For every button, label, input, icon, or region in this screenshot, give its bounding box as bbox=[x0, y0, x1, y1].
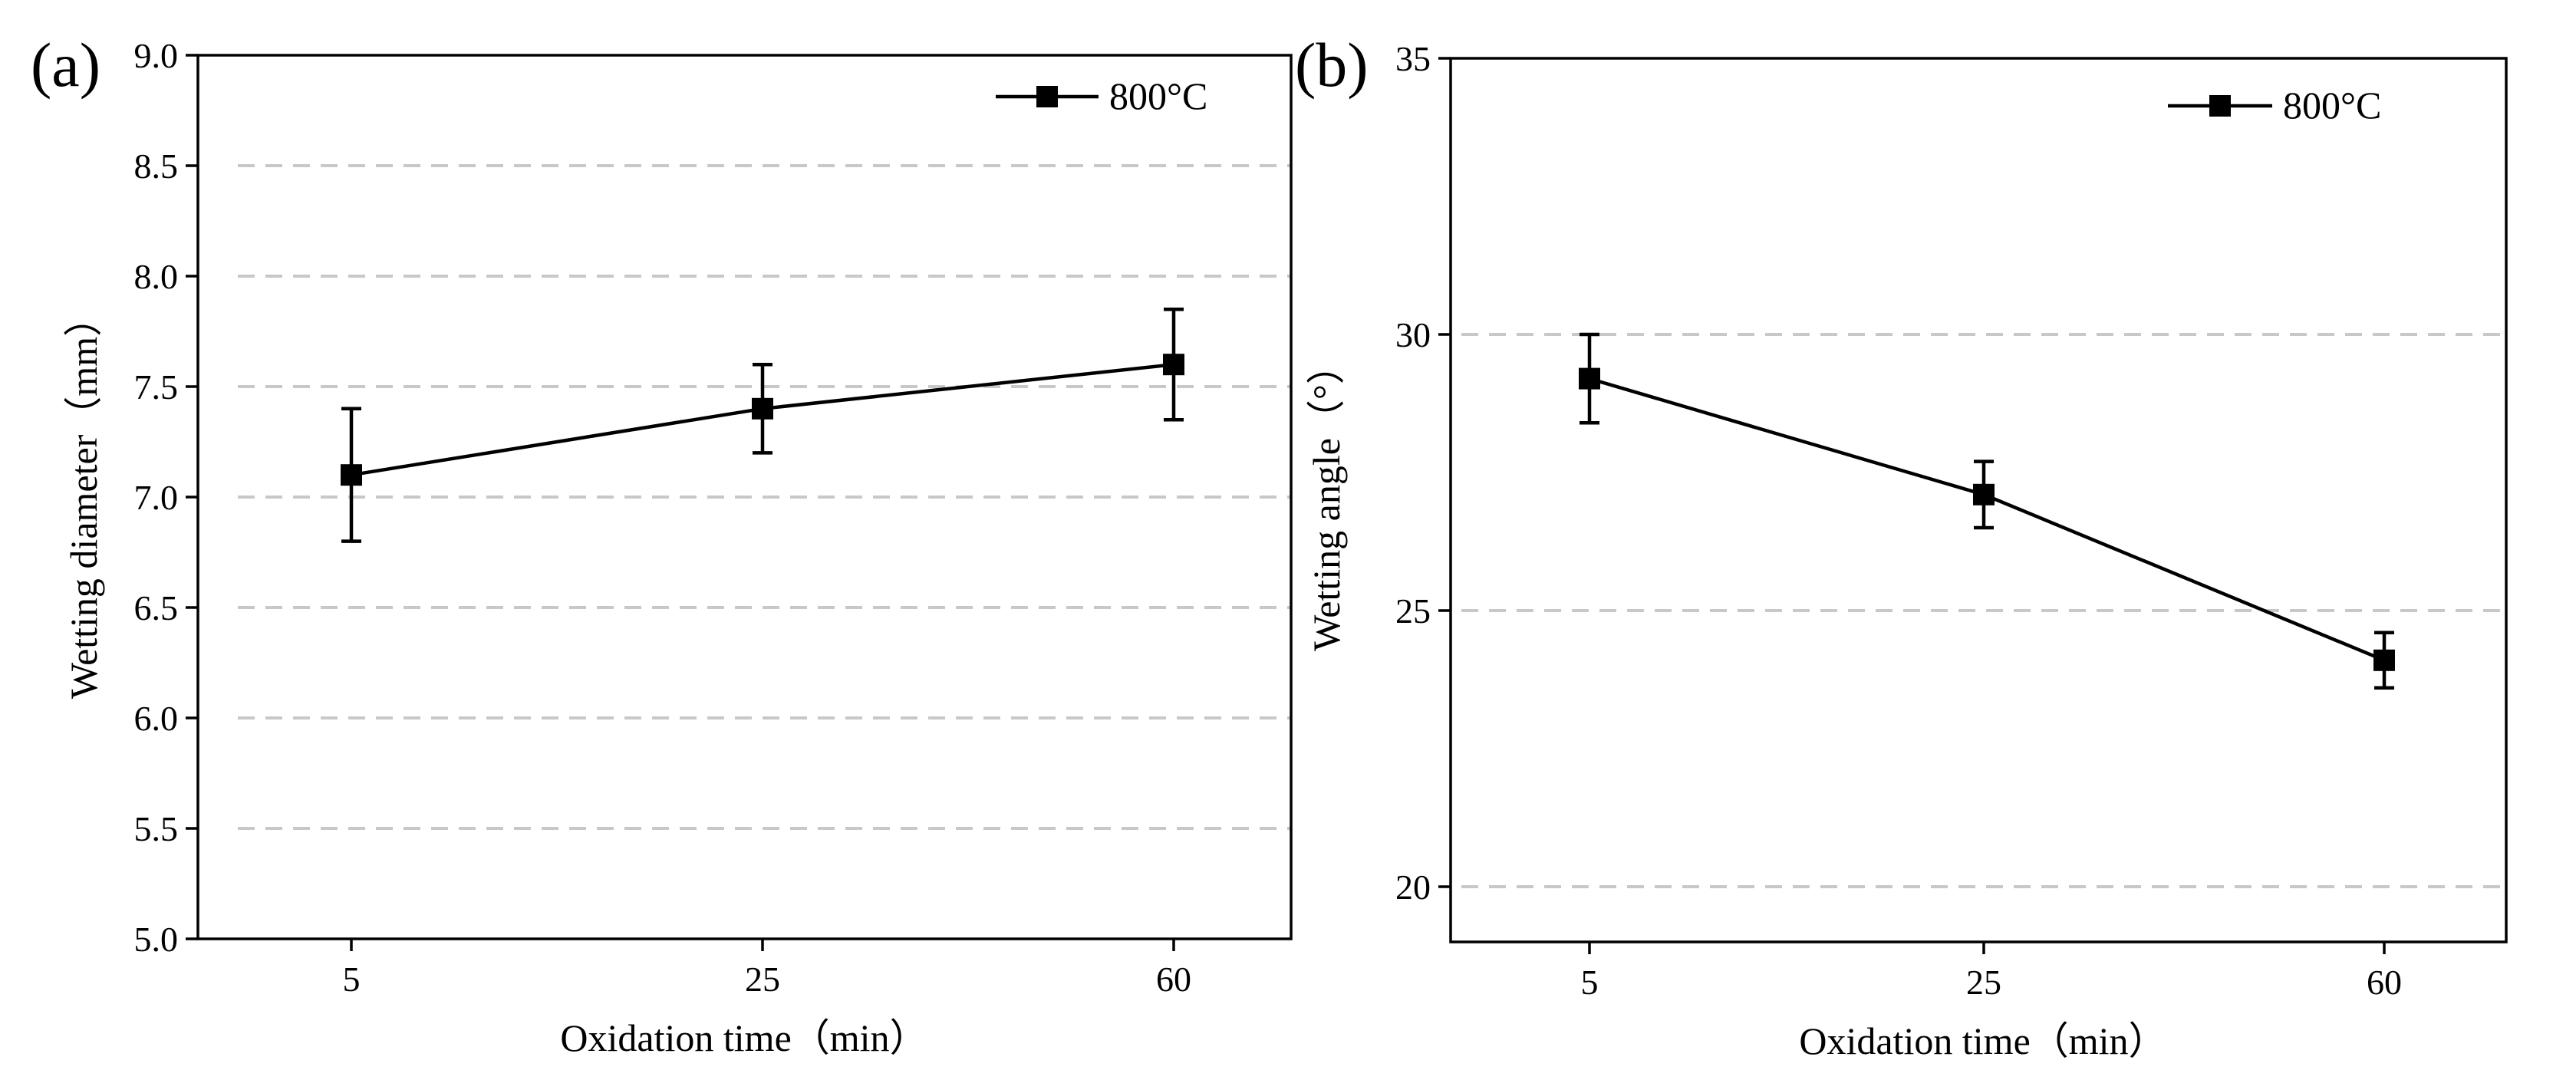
panel-a-y-axis-title: Wetting diameter（mm） bbox=[62, 298, 105, 699]
panel-b-y-tick-label: 35 bbox=[1395, 39, 1431, 78]
panel-a-y-tick-label: 9.0 bbox=[134, 36, 179, 75]
panel-a-x-axis-title: Oxidation time（min） bbox=[560, 1016, 927, 1059]
panel-a-legend-marker bbox=[1036, 86, 1058, 107]
panel-b-x-axis-title: Oxidation time（min） bbox=[1799, 1019, 2166, 1062]
panel-a-y-tick-label: 6.5 bbox=[134, 588, 179, 627]
panel-a-y-tick-label: 5.5 bbox=[134, 809, 179, 848]
panel-b-x-tick-label: 25 bbox=[1966, 963, 2001, 1002]
panel-a-y-tick-label: 8.0 bbox=[134, 257, 179, 296]
panel-a-data-point bbox=[1163, 354, 1184, 376]
panel-a-data-point bbox=[752, 397, 773, 420]
panel-a-y-tick-label: 8.5 bbox=[134, 147, 179, 186]
panel-b-y-axis-title: Wetting angle（°） bbox=[1305, 346, 1348, 651]
panel-a-ticks: 5.0 5.5 6.0 6.5 7.0 7.5 8.0 8.5 9.0 5 25 60 bbox=[134, 36, 1192, 999]
panel-b-y-tick-label: 30 bbox=[1395, 315, 1431, 354]
panel-b-x-tick-label: 5 bbox=[1581, 963, 1599, 1002]
panel-b-ticks: 20 25 30 35 5 25 60 bbox=[1395, 39, 2402, 1002]
panel-a-gridlines bbox=[238, 164, 1291, 830]
panel-b-y-tick-label: 20 bbox=[1395, 868, 1431, 907]
panel-a-x-tick-label: 5 bbox=[343, 960, 361, 999]
panel-a-y-tick-label: 7.5 bbox=[134, 367, 179, 407]
panel-a-y-tick-label: 6.0 bbox=[134, 699, 179, 738]
panel-a-label: (a) bbox=[31, 30, 100, 100]
panel-b-y-tick-label: 25 bbox=[1395, 591, 1431, 631]
panel-b-legend-label: 800°C bbox=[2283, 84, 2381, 127]
panel-b-legend: 800°C bbox=[2168, 84, 2381, 127]
panel-a-x-tick-label: 25 bbox=[745, 960, 780, 999]
panel-a-y-tick-label: 5.0 bbox=[134, 920, 179, 959]
panel-a-data-point bbox=[341, 464, 362, 486]
panel-b-data-point bbox=[1579, 367, 1600, 390]
panel-a-series bbox=[341, 307, 1184, 543]
panel-b-series-line bbox=[1589, 377, 2385, 662]
panel-b-label: (b) bbox=[1295, 30, 1369, 100]
panel-b-plot-frame bbox=[1449, 57, 2508, 943]
panel-b-series bbox=[1579, 332, 2395, 690]
panel-b-x-tick-label: 60 bbox=[2367, 963, 2402, 1002]
panel-a-legend: 800°C bbox=[996, 74, 1207, 117]
panel-b-wetting-angle: (b) 20 25 30 35 5 25 60 800°C Oxidation time（m… bbox=[1295, 30, 2508, 1062]
panel-a-y-tick-label: 7.0 bbox=[134, 478, 179, 517]
panel-a-x-tick-label: 60 bbox=[1156, 960, 1191, 999]
panel-b-legend-marker bbox=[2209, 95, 2231, 117]
panel-a-legend-label: 800°C bbox=[1109, 74, 1207, 117]
panel-b-data-point bbox=[2373, 649, 2395, 671]
panel-b-data-point bbox=[1973, 483, 1995, 505]
panel-b-gridlines bbox=[1461, 333, 2506, 888]
panel-a-wetting-diameter: (a) 5.0 5.5 6.0 6.5 7.0 7.5 8.0 8.5 9.0 5 25 60 800… bbox=[31, 30, 1293, 1059]
